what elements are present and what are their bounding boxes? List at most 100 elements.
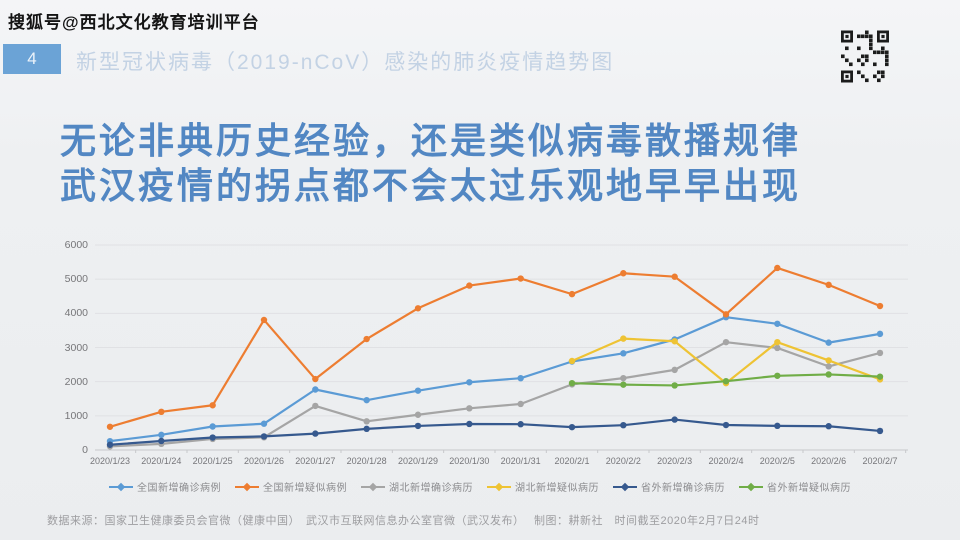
data-point bbox=[260, 316, 268, 324]
data-point bbox=[876, 330, 884, 338]
legend-marker-icon bbox=[361, 482, 385, 491]
data-point bbox=[774, 320, 781, 327]
slide-number: 4 bbox=[27, 49, 37, 68]
legend-marker-icon bbox=[109, 482, 133, 491]
data-point bbox=[825, 357, 832, 364]
y-axis-tick-label: 5000 bbox=[64, 273, 88, 286]
data-point bbox=[774, 264, 781, 272]
legend-marker-icon bbox=[739, 482, 763, 491]
legend-label: 省外新增确诊病历 bbox=[641, 483, 725, 494]
data-point bbox=[106, 423, 114, 430]
data-point bbox=[876, 373, 884, 380]
source-note: 数据来源：国家卫生健康委员会官微（健康中国） 武汉市互联网信息办公室官微（武汉发… bbox=[47, 515, 760, 527]
x-axis-tick-label: 2020/1/29 bbox=[397, 456, 439, 466]
data-point bbox=[620, 335, 627, 342]
legend-label: 省外新增疑似病历 bbox=[767, 483, 851, 494]
legend-label: 湖北新增确诊病历 bbox=[389, 483, 473, 494]
x-axis-tick-label: 2020/1/30 bbox=[449, 456, 490, 466]
legend-label: 全国新增确诊病例 bbox=[137, 483, 221, 494]
x-axis-tick-label: 2020/1/25 bbox=[192, 456, 233, 466]
data-point bbox=[671, 273, 678, 280]
data-point bbox=[620, 374, 627, 382]
data-point bbox=[671, 382, 678, 389]
data-point bbox=[158, 437, 165, 445]
data-point bbox=[312, 430, 319, 437]
legend-marker-icon bbox=[613, 482, 637, 491]
y-axis-tick-label: 0 bbox=[82, 444, 88, 456]
data-point bbox=[158, 408, 165, 416]
chart-legend: 全国新增确诊病例 全国新增疑似病例 湖北新增确诊病历 湖北新增疑似病历 省外新增确诊病历… bbox=[0, 479, 960, 494]
data-point bbox=[568, 423, 576, 431]
legend-label: 湖北新增疑似病历 bbox=[515, 483, 599, 494]
data-point bbox=[260, 433, 268, 440]
data-point bbox=[568, 379, 576, 387]
data-point bbox=[466, 420, 473, 428]
data-point bbox=[774, 422, 781, 430]
data-point bbox=[312, 386, 319, 393]
x-axis-tick-label: 2020/1/23 bbox=[89, 456, 131, 466]
x-axis-tick-label: 2020/1/27 bbox=[295, 456, 336, 466]
data-point bbox=[722, 421, 730, 429]
data-point bbox=[466, 379, 473, 386]
headline-line1: 无论非典历史经验，还是类似病毒散播规律 bbox=[60, 120, 802, 161]
series-line bbox=[108, 316, 882, 443]
data-point bbox=[620, 270, 627, 277]
y-axis-tick-label: 6000 bbox=[64, 239, 88, 251]
headline-line2: 武汉疫情的拐点都不会太过乐观地早早出现 bbox=[60, 165, 802, 206]
data-point bbox=[209, 402, 216, 409]
legend-marker-icon bbox=[235, 482, 259, 491]
x-axis-tick-label: 2020/2/4 bbox=[708, 456, 744, 466]
x-axis-tick-label: 2020/1/24 bbox=[141, 456, 182, 466]
legend-item: 全国新增疑似病例 bbox=[235, 479, 347, 494]
data-point bbox=[825, 281, 832, 289]
y-axis-tick-label: 2000 bbox=[64, 375, 88, 388]
x-axis-tick-label: 2020/1/31 bbox=[500, 456, 541, 466]
data-point bbox=[158, 431, 165, 439]
data-point bbox=[620, 381, 627, 388]
data-point bbox=[517, 400, 524, 408]
data-point bbox=[414, 422, 422, 430]
legend-label: 全国新增疑似病例 bbox=[263, 483, 347, 494]
data-point bbox=[568, 290, 576, 298]
legend-marker-icon bbox=[487, 482, 511, 491]
data-point bbox=[568, 357, 576, 365]
data-point bbox=[363, 425, 370, 433]
headline: 无论非典历史经验，还是类似病毒散播规律 武汉疫情的拐点都不会太过乐观地早早出现 bbox=[60, 118, 920, 208]
data-point bbox=[106, 441, 114, 448]
data-point bbox=[466, 282, 473, 289]
data-point bbox=[876, 302, 884, 310]
x-axis-tick-label: 2020/2/5 bbox=[759, 456, 795, 466]
qr-code-icon bbox=[841, 30, 889, 83]
data-point bbox=[363, 335, 370, 343]
data-point bbox=[620, 421, 627, 429]
y-axis-tick-label: 4000 bbox=[64, 307, 88, 320]
data-point bbox=[671, 366, 678, 374]
x-axis-tick-label: 2020/2/2 bbox=[605, 456, 641, 466]
data-point bbox=[671, 416, 678, 423]
legend-item: 省外新增疑似病历 bbox=[739, 479, 851, 494]
data-point bbox=[722, 338, 730, 346]
legend-item: 省外新增确诊病历 bbox=[613, 479, 725, 494]
page-title: 新型冠状病毒（2019-nCoV）感染的肺炎疫情趋势图 bbox=[76, 51, 615, 74]
data-point bbox=[209, 423, 216, 430]
y-axis-tick-label: 3000 bbox=[64, 341, 88, 354]
data-point bbox=[722, 311, 730, 318]
series-line bbox=[108, 341, 882, 448]
data-point bbox=[825, 371, 832, 378]
x-axis-tick-label: 2020/1/26 bbox=[243, 456, 285, 466]
data-point bbox=[517, 275, 524, 282]
x-axis-tick-label: 2020/2/3 bbox=[657, 456, 693, 466]
data-point bbox=[774, 338, 781, 346]
data-point bbox=[620, 350, 627, 357]
legend-item: 湖北新增疑似病历 bbox=[487, 479, 599, 494]
x-axis-tick-label: 2020/2/7 bbox=[862, 456, 898, 466]
x-axis-tick-label: 2020/2/6 bbox=[811, 456, 847, 466]
y-axis-tick-label: 1000 bbox=[64, 409, 88, 422]
data-point bbox=[876, 349, 884, 357]
x-axis-tick-label: 2020/1/28 bbox=[346, 456, 387, 466]
data-point bbox=[363, 418, 370, 425]
data-point bbox=[260, 420, 268, 427]
data-point bbox=[466, 405, 473, 412]
